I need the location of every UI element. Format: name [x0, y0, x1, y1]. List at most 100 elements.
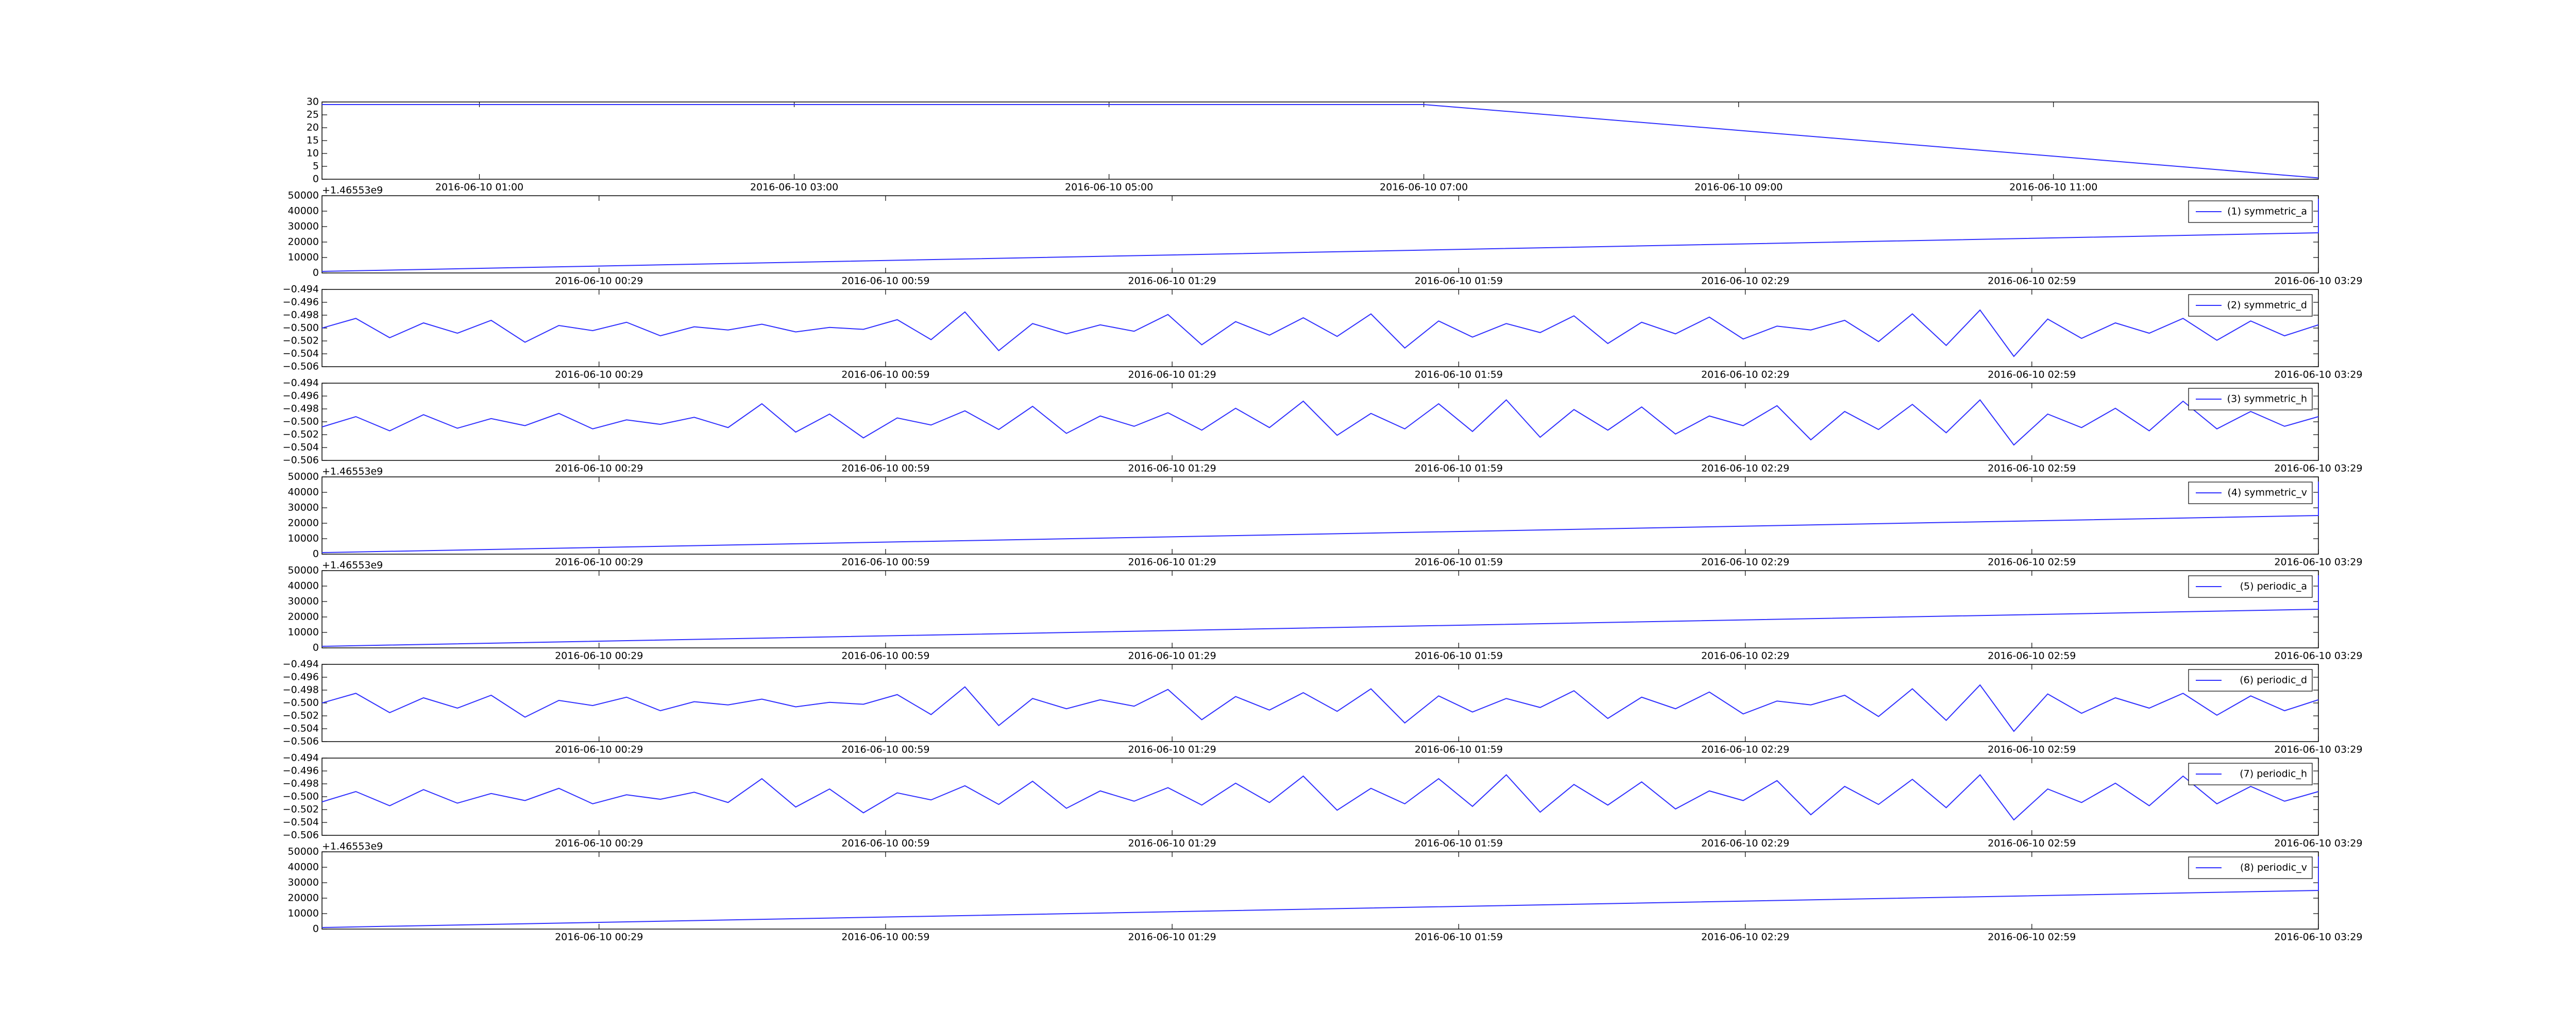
x-tick-label: 2016-06-10 02:29 [1701, 557, 1789, 568]
offset-text: +1.46553e9 [322, 560, 383, 571]
x-tick-label: 2016-06-10 01:59 [1415, 276, 1503, 287]
data-line [321, 684, 2319, 732]
y-tick-label: 0 [313, 548, 319, 560]
x-tick-label: 2016-06-10 00:29 [555, 557, 643, 568]
legend-label: (8) periodic_v [2240, 862, 2307, 873]
x-tick-label: 2016-06-10 01:29 [1128, 276, 1216, 287]
subplot: −0.506−0.504−0.502−0.500−0.498−0.496−0.4… [283, 284, 2363, 381]
x-tick-label: 2016-06-10 01:59 [1415, 932, 1503, 943]
x-tick-label: 2016-06-10 05:00 [1065, 182, 1153, 193]
legend-label: (2) symmetric_d [2227, 300, 2307, 311]
y-tick-label: 25 [307, 109, 319, 121]
y-tick-label: 30000 [288, 221, 319, 232]
y-tick-label: −0.502 [283, 429, 319, 440]
x-tick-label: 2016-06-10 11:00 [2009, 182, 2097, 193]
x-tick-label: 2016-06-10 07:00 [1380, 182, 1468, 193]
y-tick-label: −0.500 [283, 322, 319, 334]
x-tick-label: 2016-06-10 02:59 [1988, 838, 2076, 849]
x-tick-label: 2016-06-10 01:59 [1415, 838, 1503, 849]
x-tick-label: 2016-06-10 02:29 [1701, 276, 1789, 287]
y-tick-label: 15 [307, 135, 319, 146]
axes-frame [321, 570, 2319, 648]
x-tick-label: 2016-06-10 02:59 [1988, 744, 2076, 756]
legend-label: (6) periodic_d [2240, 675, 2307, 686]
x-tick-label: 2016-06-10 01:29 [1128, 932, 1216, 943]
axes-frame [321, 195, 2319, 273]
y-tick-label: 20000 [288, 892, 319, 904]
y-tick-label: −0.506 [283, 736, 319, 747]
y-tick-label: 40000 [288, 487, 319, 498]
legend-label: (7) periodic_h [2240, 768, 2307, 780]
axes-frame [321, 383, 2319, 461]
y-tick-label: −0.494 [283, 659, 319, 670]
x-tick-label: 2016-06-10 03:29 [2274, 369, 2362, 381]
y-tick-label: −0.494 [283, 377, 319, 389]
y-tick-label: −0.500 [283, 791, 319, 802]
x-tick-label: 2016-06-10 00:29 [555, 650, 643, 662]
data-line [321, 774, 2319, 821]
y-tick-label: −0.496 [283, 765, 319, 777]
x-tick-label: 2016-06-10 03:29 [2274, 838, 2362, 849]
y-tick-label: 5 [313, 161, 319, 172]
x-tick-label: 2016-06-10 00:59 [841, 463, 929, 474]
y-tick-label: 20 [307, 122, 319, 133]
legend-label: (4) symmetric_v [2227, 487, 2307, 499]
y-tick-label: −0.498 [283, 310, 319, 321]
y-tick-label: −0.494 [283, 284, 319, 295]
x-tick-label: 2016-06-10 01:29 [1128, 744, 1216, 756]
data-line [321, 309, 2319, 357]
y-tick-label: 0 [313, 642, 319, 654]
subplot: 0 10000 20000 30000 40000 50000 2016-06-10 00:… [288, 560, 2363, 662]
axes-frame [321, 758, 2319, 836]
subplot: 0 10000 20000 30000 40000 50000 2016-06-10 00:… [288, 841, 2363, 943]
x-tick-label: 2016-06-10 00:59 [841, 369, 929, 381]
subplot: 0 10000 20000 30000 40000 50000 2016-06-10 00:… [288, 466, 2363, 568]
y-tick-label: −0.494 [283, 752, 319, 764]
x-tick-label: 2016-06-10 03:29 [2274, 650, 2362, 662]
x-tick-label: 2016-06-10 01:00 [435, 182, 523, 193]
y-tick-label: −0.502 [283, 804, 319, 815]
y-tick-label: 30000 [288, 502, 319, 513]
y-tick-label: 50000 [288, 190, 319, 201]
y-tick-label: 10000 [288, 908, 319, 919]
y-tick-label: 0 [313, 923, 319, 935]
y-tick-label: 20000 [288, 611, 319, 623]
y-tick-label: −0.502 [283, 710, 319, 722]
y-tick-label: −0.500 [283, 697, 319, 709]
data-line [321, 399, 2319, 446]
x-tick-label: 2016-06-10 00:29 [555, 744, 643, 756]
x-tick-label: 2016-06-10 00:59 [841, 932, 929, 943]
subplot: −0.506−0.504−0.502−0.500−0.498−0.496−0.4… [283, 752, 2363, 849]
x-tick-label: 2016-06-10 01:59 [1415, 463, 1503, 474]
y-tick-label: −0.506 [283, 361, 319, 372]
y-tick-label: 50000 [288, 565, 319, 576]
y-tick-label: 10 [307, 148, 319, 159]
x-tick-label: 2016-06-10 02:59 [1988, 276, 2076, 287]
y-tick-label: −0.504 [283, 442, 319, 453]
offset-text: +1.46553e9 [322, 841, 383, 852]
x-tick-label: 2016-06-10 03:00 [750, 182, 838, 193]
y-tick-label: −0.506 [283, 830, 319, 841]
x-tick-label: 2016-06-10 01:59 [1415, 744, 1503, 756]
y-tick-label: 30 [307, 96, 319, 108]
data-line [321, 199, 2319, 272]
x-tick-label: 2016-06-10 00:29 [555, 276, 643, 287]
x-tick-label: 2016-06-10 02:29 [1701, 463, 1789, 474]
y-tick-label: −0.500 [283, 416, 319, 427]
y-tick-label: −0.502 [283, 335, 319, 347]
y-tick-label: 50000 [288, 846, 319, 857]
x-tick-label: 2016-06-10 00:59 [841, 838, 929, 849]
y-tick-label: −0.498 [283, 778, 319, 789]
y-tick-label: 40000 [288, 580, 319, 592]
y-tick-label: 20000 [288, 236, 319, 248]
x-tick-label: 2016-06-10 00:29 [555, 838, 643, 849]
x-tick-label: 2016-06-10 01:29 [1128, 838, 1216, 849]
y-tick-label: −0.498 [283, 403, 319, 415]
subplot: 0 10000 20000 30000 40000 50000 2016-06-10 00:… [288, 185, 2363, 287]
y-tick-label: 0 [313, 174, 319, 185]
x-tick-label: 2016-06-10 03:29 [2274, 744, 2362, 756]
y-tick-label: −0.506 [283, 455, 319, 466]
legend-label: (3) symmetric_h [2227, 393, 2307, 405]
